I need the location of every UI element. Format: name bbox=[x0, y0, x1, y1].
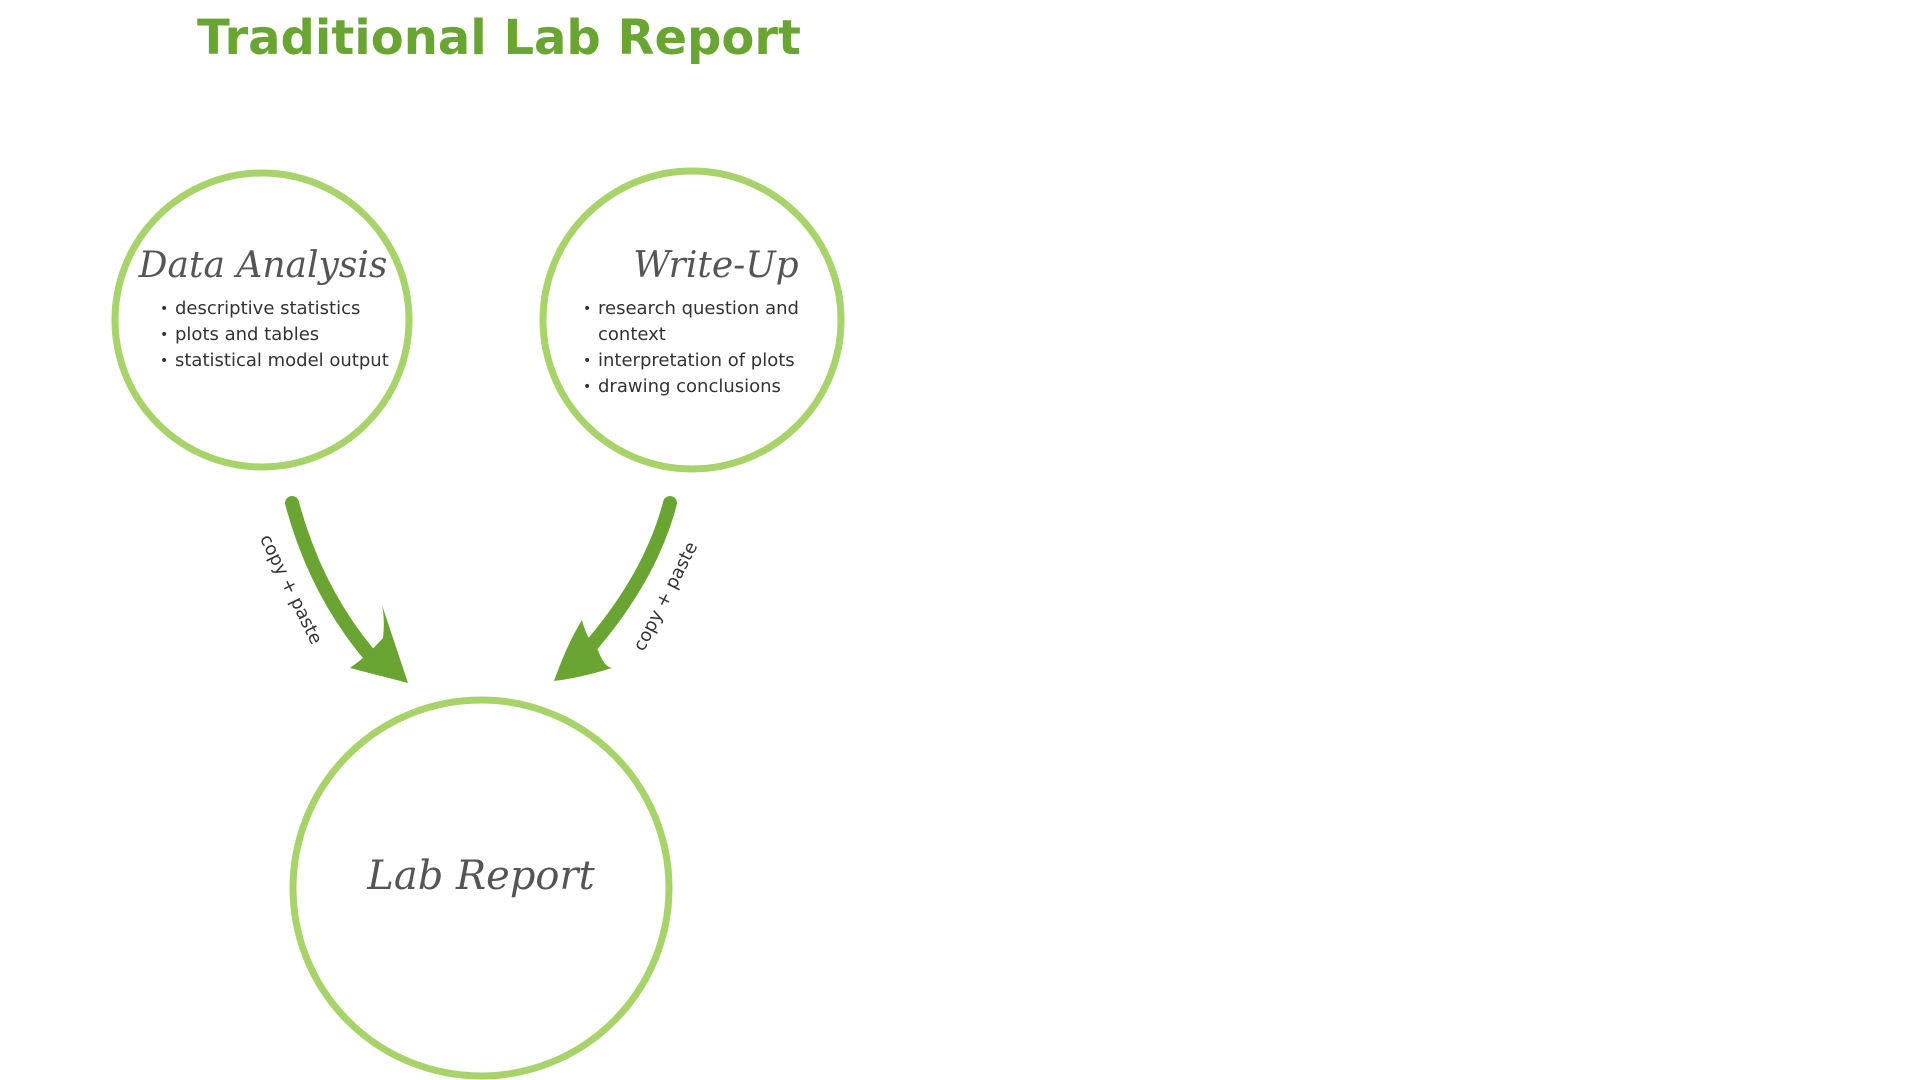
list-item: drawing conclusions bbox=[582, 374, 822, 400]
node-title-write-up: Write-Up bbox=[633, 245, 799, 286]
list-item: research question and context bbox=[582, 296, 822, 348]
list-item: plots and tables bbox=[159, 322, 399, 348]
node-title-lab-report: Lab Report bbox=[367, 853, 595, 899]
node-lab-report: Lab Report bbox=[300, 848, 662, 904]
list-item: interpretation of plots bbox=[582, 348, 822, 374]
circle-data-analysis bbox=[111, 169, 413, 471]
arrow-data-analysis-to-lab-report bbox=[285, 496, 408, 683]
arrow-write-up-to-lab-report bbox=[554, 496, 677, 681]
node-data-analysis: Data Analysis descriptive statistics plo… bbox=[120, 236, 406, 374]
node-list-data-analysis: descriptive statistics plots and tables … bbox=[159, 296, 399, 374]
node-write-up: Write-Up research question and context i… bbox=[570, 236, 822, 400]
node-title-data-analysis: Data Analysis bbox=[138, 245, 388, 286]
list-item: statistical model output bbox=[159, 348, 399, 374]
list-item: descriptive statistics bbox=[159, 296, 399, 322]
circle-lab-report bbox=[289, 696, 673, 1080]
page-title: Traditional Lab Report bbox=[197, 10, 801, 66]
circle-write-up bbox=[539, 167, 845, 473]
node-list-write-up: research question and context interpreta… bbox=[582, 296, 822, 400]
